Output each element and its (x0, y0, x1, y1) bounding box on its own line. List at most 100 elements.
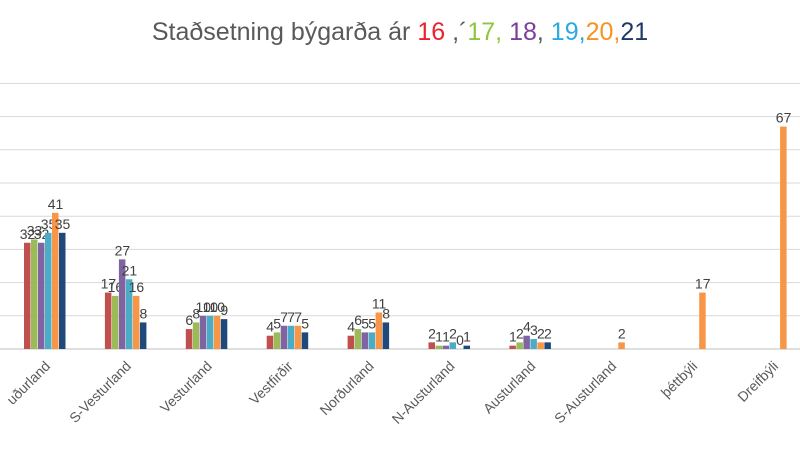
bar (382, 322, 390, 349)
title-part: , (536, 18, 551, 46)
data-label: 1 (435, 329, 443, 345)
title-part: 18 (509, 18, 537, 46)
x-tick-label: S-Vesturland (66, 358, 134, 426)
title-part: 17 (467, 18, 496, 46)
bar (516, 342, 523, 349)
data-label: 3 (530, 322, 538, 338)
bar (31, 239, 38, 349)
x-tick-label: Norðurland (316, 358, 376, 418)
bar (530, 339, 537, 349)
bar (125, 279, 133, 349)
data-label: 2 (516, 325, 524, 341)
data-label: 7 (280, 309, 288, 325)
title-part: 20 (585, 18, 614, 46)
data-label: 0 (456, 332, 464, 348)
bar (428, 342, 435, 349)
bar (287, 325, 295, 349)
data-label: 4 (347, 319, 355, 335)
title-part: Staðsetning býgarða ár (151, 18, 418, 46)
title-part: ,´ (445, 18, 468, 46)
bar (192, 322, 200, 349)
bar (544, 342, 551, 349)
bar (294, 325, 302, 349)
data-label: 21 (122, 262, 138, 278)
bar (435, 345, 442, 349)
bar (111, 295, 119, 349)
data-label: 41 (48, 196, 64, 212)
bar (347, 335, 355, 349)
data-label: 1 (463, 329, 471, 345)
title-part: , (578, 18, 586, 46)
data-label: 7 (294, 309, 302, 325)
bar (354, 329, 362, 349)
bar (375, 312, 383, 349)
data-label: 67 (776, 110, 792, 126)
x-tick-label: Vesturland (157, 358, 215, 416)
data-label: 2 (449, 325, 457, 341)
bar (266, 335, 274, 349)
bar (104, 292, 112, 349)
data-label: 2 (537, 325, 545, 341)
bar (509, 345, 516, 349)
title-part: 16 (417, 18, 446, 46)
bar (618, 342, 625, 349)
title-part: 19 (550, 18, 579, 46)
bar (280, 325, 288, 349)
data-label: 2 (618, 325, 626, 341)
bar (118, 259, 126, 349)
bar (537, 342, 544, 349)
x-tick-label: Vestfirðir (246, 358, 296, 408)
bar (59, 232, 66, 349)
data-label: 33 (27, 222, 43, 238)
x-tick-label: uðurland (3, 358, 53, 408)
x-tick-label: þéttbýli (658, 358, 701, 401)
x-tick-label: S-Austurland (551, 358, 620, 427)
data-label: 5 (361, 315, 369, 331)
title-part: 21 (620, 18, 649, 46)
data-label: 10 (196, 299, 212, 315)
bar (220, 319, 228, 349)
bar (24, 242, 31, 349)
data-label: 17 (695, 276, 711, 292)
data-label: 10 (210, 299, 226, 315)
title-part: , (495, 18, 510, 46)
x-tick-label: N-Austurland (389, 358, 458, 427)
bar (38, 242, 45, 349)
data-label: 5 (301, 315, 309, 331)
x-tick-label: Dreifbýli (734, 358, 781, 405)
bar (442, 345, 449, 349)
data-label: 27 (115, 242, 131, 258)
data-label: 9 (220, 302, 228, 318)
bar (368, 332, 376, 349)
data-label: 16 (129, 279, 145, 295)
bar (301, 332, 309, 349)
data-label: 6 (185, 312, 193, 328)
data-label: 32 (20, 226, 36, 242)
bar (45, 232, 52, 349)
bar (449, 342, 456, 349)
bar (185, 329, 193, 349)
data-label: 35 (55, 216, 71, 232)
bar (273, 332, 281, 349)
bar (52, 212, 59, 349)
bar (699, 292, 706, 349)
x-tick-label: Austurland (480, 358, 539, 417)
bar (213, 315, 221, 349)
bar (139, 322, 147, 349)
bar (132, 295, 140, 349)
data-label: 2 (544, 325, 552, 341)
data-label: 11 (372, 295, 387, 311)
chart-title: Staðsetning býgarða ár 16 ,´17, 18, 19,2… (0, 18, 800, 47)
data-label: 5 (273, 315, 281, 331)
data-label: 6 (354, 312, 362, 328)
data-label: 10 (203, 299, 219, 315)
data-label: 5 (368, 315, 376, 331)
bar (361, 332, 369, 349)
data-label: 8 (192, 305, 200, 321)
data-label: 1 (442, 329, 450, 345)
data-label: 1 (509, 329, 517, 345)
data-label: 4 (266, 319, 274, 335)
bar (463, 345, 470, 349)
data-label: 4 (523, 319, 531, 335)
